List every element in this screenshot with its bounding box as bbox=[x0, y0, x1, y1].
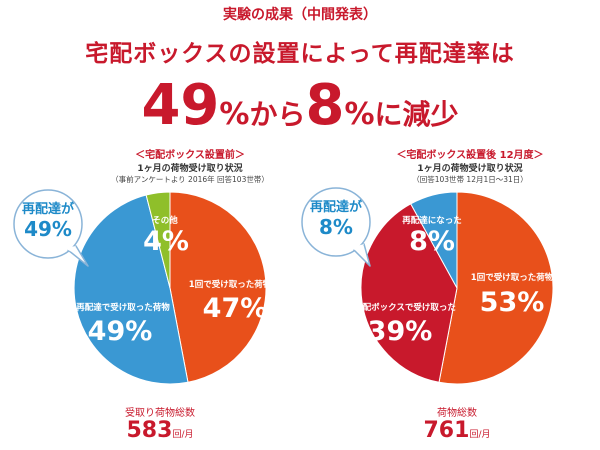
chart-note: （回答103世帯 12月1日〜31日） bbox=[412, 175, 528, 184]
slice-pct-redelivered: 8% bbox=[409, 226, 455, 257]
bubble-tail-mask bbox=[350, 244, 364, 252]
before-callout-bubble bbox=[13, 189, 89, 267]
slice-pct-first-delivery: 47% bbox=[202, 293, 268, 324]
pie-slice bbox=[360, 203, 458, 383]
callout-value: 8% bbox=[319, 215, 353, 239]
total-row: 761回/月 bbox=[397, 418, 517, 443]
bubble-circle bbox=[13, 189, 83, 259]
slice-pct-redelivery: 49% bbox=[87, 316, 153, 347]
section-tag: 実験の成果（中間発表） bbox=[223, 7, 377, 23]
slice-pct-other: 4% bbox=[143, 226, 189, 257]
slice-pct-box: 39% bbox=[367, 316, 433, 347]
after-pie-chart bbox=[360, 191, 554, 385]
before-value: 49 bbox=[141, 73, 220, 138]
chart-subtitle: 1ヶ月の荷物受け取り状況 bbox=[417, 164, 523, 174]
callout-label: 再配達が bbox=[21, 202, 74, 217]
suffix-text: に減少 bbox=[374, 98, 459, 131]
total-row: 583回/月 bbox=[100, 418, 220, 443]
before-chart-heading: ＜宅配ボックス設置前＞ 1ヶ月の荷物受け取り状況 （事前アンケートより 2016… bbox=[60, 146, 320, 185]
pie-slice bbox=[73, 194, 189, 385]
headline: 宅配ボックスの設置によって再配達率は bbox=[85, 41, 515, 67]
pie-slice bbox=[169, 191, 267, 383]
slice-label-redelivery: 再配達で受け取った荷物 bbox=[76, 303, 170, 313]
before-callout-text: 再配達が 49% bbox=[10, 198, 86, 241]
pie-slice bbox=[438, 191, 554, 385]
slice-pct-first-delivery: 53% bbox=[479, 287, 545, 318]
pie-slice bbox=[410, 191, 458, 289]
chart-title: ＜宅配ボックス設置後 12月度＞ bbox=[396, 150, 544, 161]
chart-note: （事前アンケートより 2016年 回答103世帯） bbox=[111, 175, 269, 184]
after-callout-bubble bbox=[301, 187, 371, 267]
after-value: 8 bbox=[305, 73, 345, 138]
total-value: 583 bbox=[126, 418, 173, 443]
before-pie-chart bbox=[73, 191, 267, 385]
bubble-tail-mask bbox=[64, 246, 76, 252]
slice-label-first-delivery: 1回で受け取った荷物 bbox=[188, 280, 272, 290]
total-unit: 回/月 bbox=[469, 430, 491, 440]
total-unit: 回/月 bbox=[172, 430, 194, 440]
pie-slice bbox=[145, 191, 171, 289]
connector-text: から bbox=[249, 98, 306, 131]
slice-label-other: その他 bbox=[152, 216, 178, 226]
slice-label-redelivered: 再配達になった bbox=[402, 216, 462, 226]
callout-value: 49% bbox=[24, 217, 72, 241]
callout-label: 再配達が bbox=[309, 200, 362, 215]
total-label: 荷物総数 bbox=[437, 408, 477, 419]
bubble-circle bbox=[301, 187, 371, 257]
chart-subtitle: 1ヶ月の荷物受け取り状況 bbox=[137, 164, 243, 174]
chart-title: ＜宅配ボックス設置前＞ bbox=[135, 150, 245, 161]
slice-label-first-delivery: 1回で受け取った荷物 bbox=[470, 273, 554, 283]
result-banner: 49%から8%に減少 bbox=[0, 78, 600, 134]
total-value: 761 bbox=[423, 418, 470, 443]
slice-label-box: 宅配ボックスで受け取った bbox=[354, 303, 456, 313]
after-chart-heading: ＜宅配ボックス設置後 12月度＞ 1ヶ月の荷物受け取り状況 （回答103世帯 1… bbox=[340, 146, 600, 185]
after-unit: % bbox=[344, 97, 375, 132]
before-unit: % bbox=[219, 97, 250, 132]
total-label: 受取り荷物総数 bbox=[125, 408, 195, 419]
after-callout-text: 再配達が 8% bbox=[300, 196, 372, 239]
